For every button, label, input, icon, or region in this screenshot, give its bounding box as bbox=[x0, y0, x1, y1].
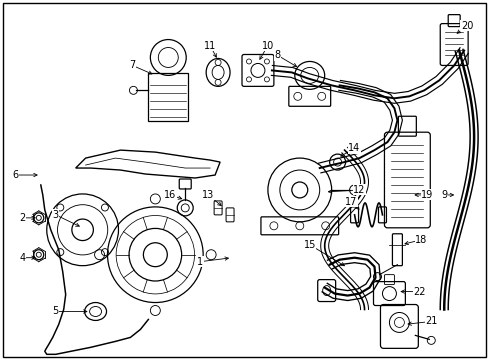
Text: 18: 18 bbox=[414, 235, 427, 245]
Text: 2: 2 bbox=[20, 213, 26, 223]
Text: 10: 10 bbox=[261, 41, 273, 50]
Text: 19: 19 bbox=[420, 190, 432, 200]
Text: 11: 11 bbox=[203, 41, 216, 50]
Text: 5: 5 bbox=[53, 306, 59, 316]
Text: 4: 4 bbox=[20, 253, 26, 263]
Text: 1: 1 bbox=[197, 257, 203, 267]
Text: 16: 16 bbox=[164, 190, 176, 200]
Text: 7: 7 bbox=[129, 60, 135, 71]
Text: 17: 17 bbox=[345, 197, 357, 207]
Text: 6: 6 bbox=[13, 170, 19, 180]
Text: 8: 8 bbox=[274, 50, 281, 60]
Text: 15: 15 bbox=[303, 240, 315, 250]
Text: 12: 12 bbox=[353, 185, 365, 195]
Text: 14: 14 bbox=[348, 143, 360, 153]
Text: 9: 9 bbox=[440, 190, 447, 200]
Text: 3: 3 bbox=[53, 210, 59, 220]
Text: 22: 22 bbox=[412, 287, 425, 297]
Text: 20: 20 bbox=[460, 21, 472, 31]
Text: 21: 21 bbox=[424, 316, 437, 327]
Text: 13: 13 bbox=[202, 190, 214, 200]
